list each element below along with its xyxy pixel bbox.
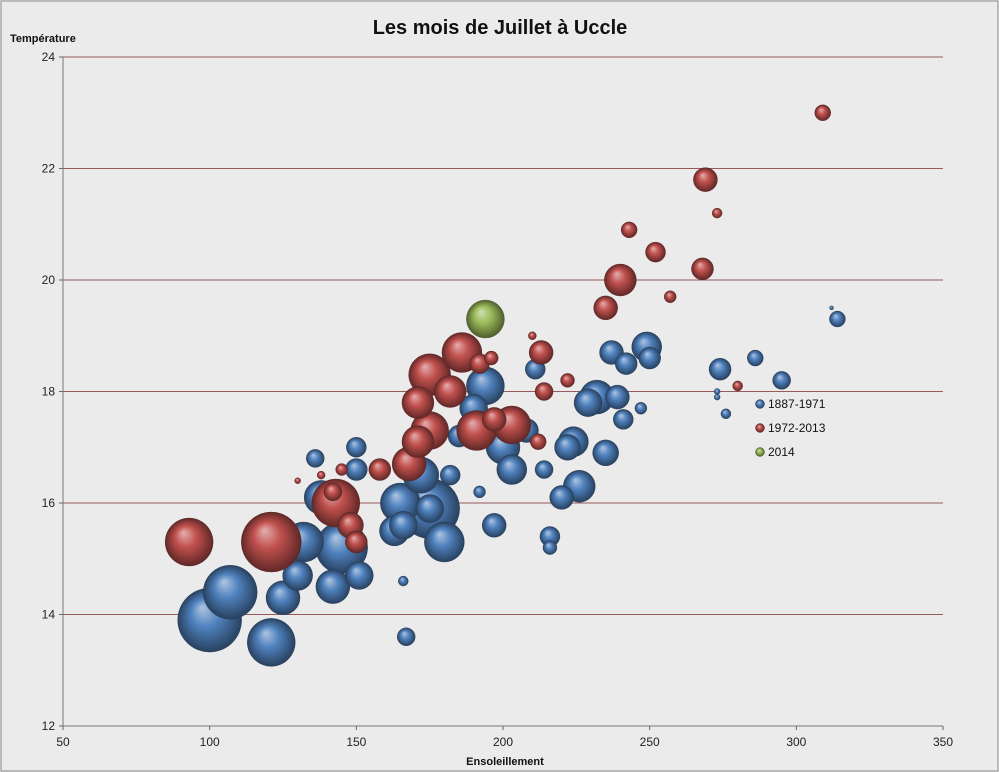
- bubble-point: [247, 618, 296, 667]
- bubble-point: [345, 458, 368, 481]
- x-tick-label: 350: [933, 735, 953, 749]
- bubble-point: [316, 470, 326, 480]
- bubble-point: [711, 207, 723, 219]
- x-axis-title: Ensoleillement: [466, 756, 544, 768]
- bubble-point: [747, 349, 764, 367]
- y-tick-label: 22: [42, 162, 56, 176]
- bubble-point: [732, 380, 743, 392]
- legend-label: 1887-1971: [768, 397, 826, 411]
- bubble-point: [645, 241, 666, 263]
- y-tick-label: 20: [42, 273, 56, 287]
- bubble-point: [593, 295, 618, 321]
- bubble-point: [829, 305, 834, 311]
- bubble-point: [241, 511, 302, 573]
- bubble-point: [814, 104, 831, 121]
- bubble-point: [440, 464, 461, 486]
- legend-marker: [755, 423, 765, 433]
- chart-title: Les mois de Juillet à Uccle: [373, 17, 628, 39]
- y-tick-label: 24: [42, 50, 56, 64]
- bubble-point: [613, 409, 634, 430]
- bubble-point: [664, 290, 677, 303]
- bubble-point: [554, 434, 581, 461]
- bubble-point: [401, 386, 435, 419]
- y-tick-label: 14: [42, 608, 56, 622]
- bubble-point: [482, 407, 507, 432]
- bubble-point: [634, 402, 648, 415]
- bubble-point: [693, 167, 718, 192]
- legend: 1887-1971 1972-2013 2014: [755, 397, 826, 459]
- x-tick-label: 200: [493, 735, 513, 749]
- bubble-point: [345, 530, 368, 554]
- bubble-point: [720, 408, 732, 419]
- legend-label: 2014: [768, 445, 795, 459]
- bubble-point: [708, 358, 732, 381]
- y-axis-title: Température: [10, 33, 76, 45]
- bubble-point: [389, 511, 418, 540]
- bubble-point: [466, 299, 505, 339]
- bubble-point: [638, 346, 661, 370]
- bubble-point: [604, 263, 637, 297]
- y-tick-label: 18: [42, 385, 56, 399]
- bubble-point: [346, 437, 367, 458]
- bubble-point: [315, 569, 351, 604]
- y-tick-label: 16: [42, 496, 56, 510]
- x-tick-label: 50: [56, 735, 70, 749]
- bubble-point: [573, 388, 603, 417]
- bubble-point: [528, 331, 537, 340]
- bubble-point: [294, 477, 301, 484]
- bubble-point: [415, 494, 444, 523]
- bubble-point: [401, 425, 435, 458]
- bubbles: [164, 104, 846, 667]
- bubble-point: [164, 517, 214, 567]
- bubble-point: [202, 565, 258, 620]
- bubble-point: [592, 439, 619, 467]
- legend-marker: [755, 399, 765, 409]
- bubble-point: [496, 454, 527, 485]
- y-tick-label: 12: [42, 719, 56, 733]
- bubble-point: [368, 458, 391, 481]
- axes: 12 14 16 18 20 22 24 50 100 150 200 250 300 350: [42, 50, 954, 749]
- bubble-point: [398, 575, 409, 587]
- bubble-point: [424, 521, 465, 563]
- bubble-point: [530, 433, 547, 450]
- bubble-point: [713, 388, 721, 395]
- bubble-point: [691, 257, 714, 281]
- bubble-point: [605, 384, 630, 410]
- bubble-point: [434, 375, 467, 408]
- bubble-point: [549, 485, 574, 510]
- bubble-point: [542, 540, 558, 555]
- x-tick-label: 100: [200, 735, 220, 749]
- bubble-point: [620, 221, 638, 239]
- bubble-point: [772, 371, 791, 390]
- legend-marker: [755, 447, 765, 457]
- bubble-point: [306, 449, 325, 468]
- bubble-point: [282, 560, 313, 591]
- bubble-point: [528, 340, 554, 365]
- x-tick-label: 250: [640, 735, 660, 749]
- bubble-point: [615, 352, 638, 375]
- x-tick-label: 150: [346, 735, 366, 749]
- bubble-point: [534, 382, 554, 401]
- bubble-point: [482, 513, 507, 538]
- bubble-point: [473, 485, 486, 499]
- x-tick-label: 300: [786, 735, 806, 749]
- legend-label: 1972-2013: [768, 421, 826, 435]
- bubble-point: [829, 310, 846, 328]
- bubble-point: [345, 561, 374, 590]
- bubble-point: [713, 393, 721, 401]
- bubble-point: [397, 627, 416, 646]
- bubble-point: [484, 350, 499, 366]
- bubble-point: [560, 373, 575, 388]
- bubble-point: [323, 482, 343, 502]
- bubble-point: [534, 460, 554, 479]
- bubble-point: [335, 463, 348, 476]
